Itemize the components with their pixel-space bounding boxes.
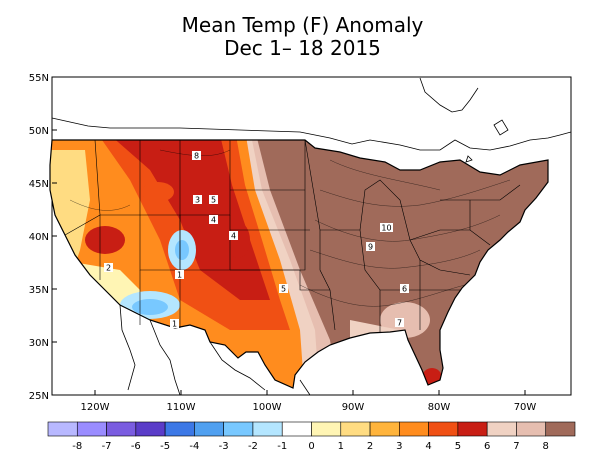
longitude-axis: 120W 110W 100W 90W 80W 70W [81, 390, 537, 413]
legend-label: 4 [425, 441, 431, 452]
contour-label: 1 [172, 320, 177, 329]
lat-tick-label: 55N [29, 73, 49, 84]
legend-label: -6 [131, 441, 141, 452]
legend-label: 1 [338, 441, 344, 452]
legend-label: -8 [72, 441, 82, 452]
legend-swatch [311, 421, 342, 437]
contour-label: 5 [281, 285, 286, 294]
neighbor-coastlines [51, 77, 572, 396]
legend-label: -7 [102, 441, 112, 452]
legend-label: -5 [160, 441, 170, 452]
contour-lines [69, 149, 511, 307]
legend-swatch [545, 421, 576, 437]
legend-label: 7 [513, 441, 519, 452]
legend-label: 2 [367, 441, 373, 452]
lat-tick-label: 40N [29, 232, 49, 243]
color-legend: -8 -7 -6 -5 -4 -3 -2 -1 0 1 2 3 4 5 6 7 8 [47, 421, 576, 452]
lon-tick-label: 120W [81, 402, 110, 413]
legend-swatch [47, 421, 78, 437]
legend-label: -1 [277, 441, 287, 452]
lat-tick-label: 35N [29, 285, 49, 296]
legend-swatch [223, 421, 254, 437]
lon-tick-label: 80W [428, 402, 451, 413]
legend-swatch [486, 421, 517, 437]
lat-tick-label: 50N [29, 126, 49, 137]
legend-label: -2 [248, 441, 258, 452]
us-outline [49, 139, 549, 389]
map-subtitle: Dec 1– 18 2015 [224, 36, 381, 60]
contour-label: 9 [368, 243, 373, 252]
legend-label: 6 [484, 441, 490, 452]
contour-labels: 8 3 5 4 4 2 1 5 10 9 6 7 1 [104, 151, 409, 329]
lat-tick-label: 30N [29, 338, 49, 349]
legend-swatch [399, 421, 429, 437]
map-title: Mean Temp (F) Anomaly [181, 13, 424, 37]
latitude-axis: 55N 50N 45N 40N 35N 30N 25N [29, 73, 57, 402]
lon-tick-label: 70W [514, 402, 537, 413]
legend-swatch [369, 421, 400, 437]
contour-label: 4 [211, 216, 216, 225]
legend-swatch [135, 421, 166, 437]
contour-label: 5 [211, 196, 216, 205]
legend-swatch [516, 421, 547, 437]
lat-tick-label: 25N [29, 391, 49, 402]
legend-label: 8 [543, 441, 549, 452]
legend-swatch [457, 421, 488, 437]
legend-label: 3 [396, 441, 402, 452]
lon-tick-label: 90W [342, 402, 365, 413]
legend-swatch [281, 421, 312, 437]
legend-label: 0 [308, 441, 314, 452]
contour-label: 6 [402, 285, 407, 294]
lon-tick-label: 100W [253, 402, 282, 413]
contour-label: 4 [231, 232, 236, 241]
legend-swatch [428, 421, 459, 437]
contour-label: 10 [381, 224, 391, 233]
legend-swatch [194, 421, 224, 437]
contour-label: 3 [195, 196, 200, 205]
lon-tick-label: 110W [167, 402, 196, 413]
legend-swatch [76, 421, 107, 437]
contour-label: 8 [194, 152, 199, 161]
contour-label: 1 [177, 271, 182, 280]
legend-label: -3 [219, 441, 229, 452]
contour-label: 2 [106, 264, 111, 273]
legend-swatch [252, 421, 283, 437]
legend-swatch [106, 421, 137, 437]
contour-label: 7 [397, 319, 402, 328]
legend-swatch [340, 421, 371, 437]
lat-tick-label: 45N [29, 179, 49, 190]
legend-label: 5 [455, 441, 461, 452]
legend-label: -4 [189, 441, 199, 452]
state-boundaries [64, 139, 521, 332]
legend-swatch [164, 421, 195, 437]
